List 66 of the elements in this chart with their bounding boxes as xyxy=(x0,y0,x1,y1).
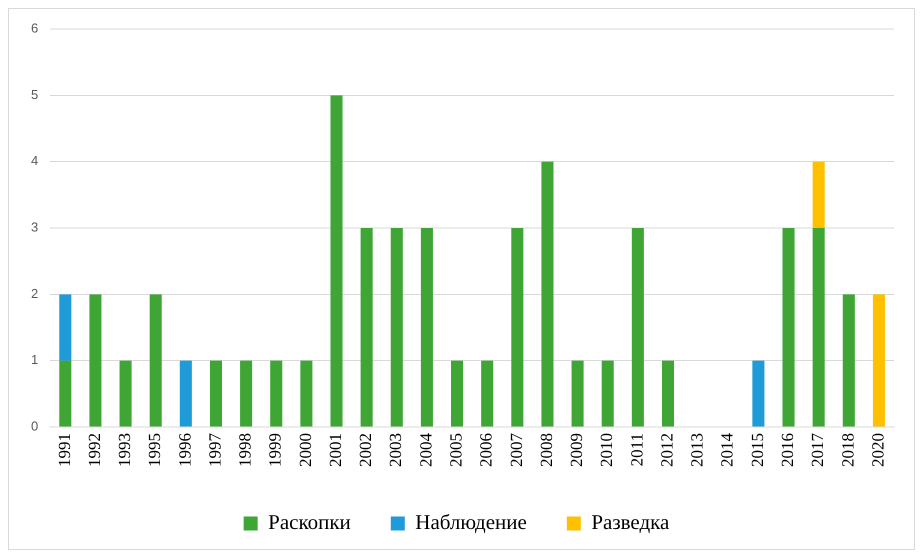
bar xyxy=(210,360,222,426)
y-tick-label: 2 xyxy=(30,286,38,301)
x-tick-label: 2006 xyxy=(476,433,496,467)
y-tick-label: 4 xyxy=(30,153,38,168)
legend-label: Раскопки xyxy=(268,510,351,534)
bar xyxy=(240,360,252,426)
x-tick-label: 1997 xyxy=(205,432,224,467)
x-tick-label: 1993 xyxy=(115,433,134,467)
bar xyxy=(632,228,644,426)
bar xyxy=(150,294,162,426)
x-tick-label: 2015 xyxy=(748,433,767,467)
x-tick-label: 2016 xyxy=(778,433,797,467)
x-tick-label: 1995 xyxy=(145,433,164,467)
y-tick-label: 0 xyxy=(30,418,38,434)
bar xyxy=(120,360,132,426)
x-tick-label: 1992 xyxy=(84,433,104,467)
bar xyxy=(602,360,614,426)
bar xyxy=(89,294,102,426)
bar xyxy=(270,360,282,426)
x-tick-label: 2008 xyxy=(536,433,556,467)
bar xyxy=(330,95,343,426)
x-tick-label: 2009 xyxy=(567,433,586,467)
x-tick-label: 2012 xyxy=(657,433,676,467)
x-tick-label: 2020 xyxy=(868,433,888,467)
x-tick-label: 2014 xyxy=(718,432,737,467)
x-tick-label: 2013 xyxy=(688,433,707,467)
legend-label: Наблюдение xyxy=(415,510,527,534)
bar xyxy=(782,228,795,426)
bar xyxy=(360,228,373,426)
bar xyxy=(812,162,825,228)
bar xyxy=(541,162,554,426)
x-tick-label: 1998 xyxy=(236,433,255,467)
x-tick-label: 2017 xyxy=(808,432,828,467)
bar xyxy=(300,360,312,426)
x-tick-label: 2011 xyxy=(627,433,646,466)
x-tick-label: 2002 xyxy=(356,433,376,467)
bar xyxy=(180,360,192,426)
x-tick-label: 1999 xyxy=(266,433,285,467)
bar xyxy=(390,228,403,426)
bar xyxy=(842,294,855,426)
bar xyxy=(572,360,584,426)
bar xyxy=(511,228,524,426)
legend-label: Разведка xyxy=(591,510,670,534)
bar xyxy=(481,360,494,426)
y-tick-label: 5 xyxy=(30,86,38,102)
x-tick-label: 2007 xyxy=(506,432,526,467)
x-tick-label: 2000 xyxy=(296,433,315,467)
bar xyxy=(812,228,825,426)
bar xyxy=(872,294,885,426)
bar xyxy=(451,360,464,426)
x-tick-label: 2010 xyxy=(597,433,616,467)
bar xyxy=(752,360,764,426)
bar xyxy=(420,228,433,426)
y-tick-label: 1 xyxy=(30,352,38,368)
bar xyxy=(662,360,674,426)
x-tick-label: 1996 xyxy=(175,433,194,467)
bar xyxy=(59,294,72,361)
x-tick-label: 2003 xyxy=(386,433,406,467)
x-tick-label: 2001 xyxy=(326,433,345,467)
x-tick-label: 1991 xyxy=(54,433,74,467)
bar xyxy=(59,360,72,426)
y-tick-label: 6 xyxy=(30,20,38,36)
x-tick-label: 2018 xyxy=(838,433,858,467)
x-tick-label: 2005 xyxy=(446,433,466,467)
x-tick-label: 2004 xyxy=(416,432,436,467)
y-tick-label: 3 xyxy=(30,220,38,235)
